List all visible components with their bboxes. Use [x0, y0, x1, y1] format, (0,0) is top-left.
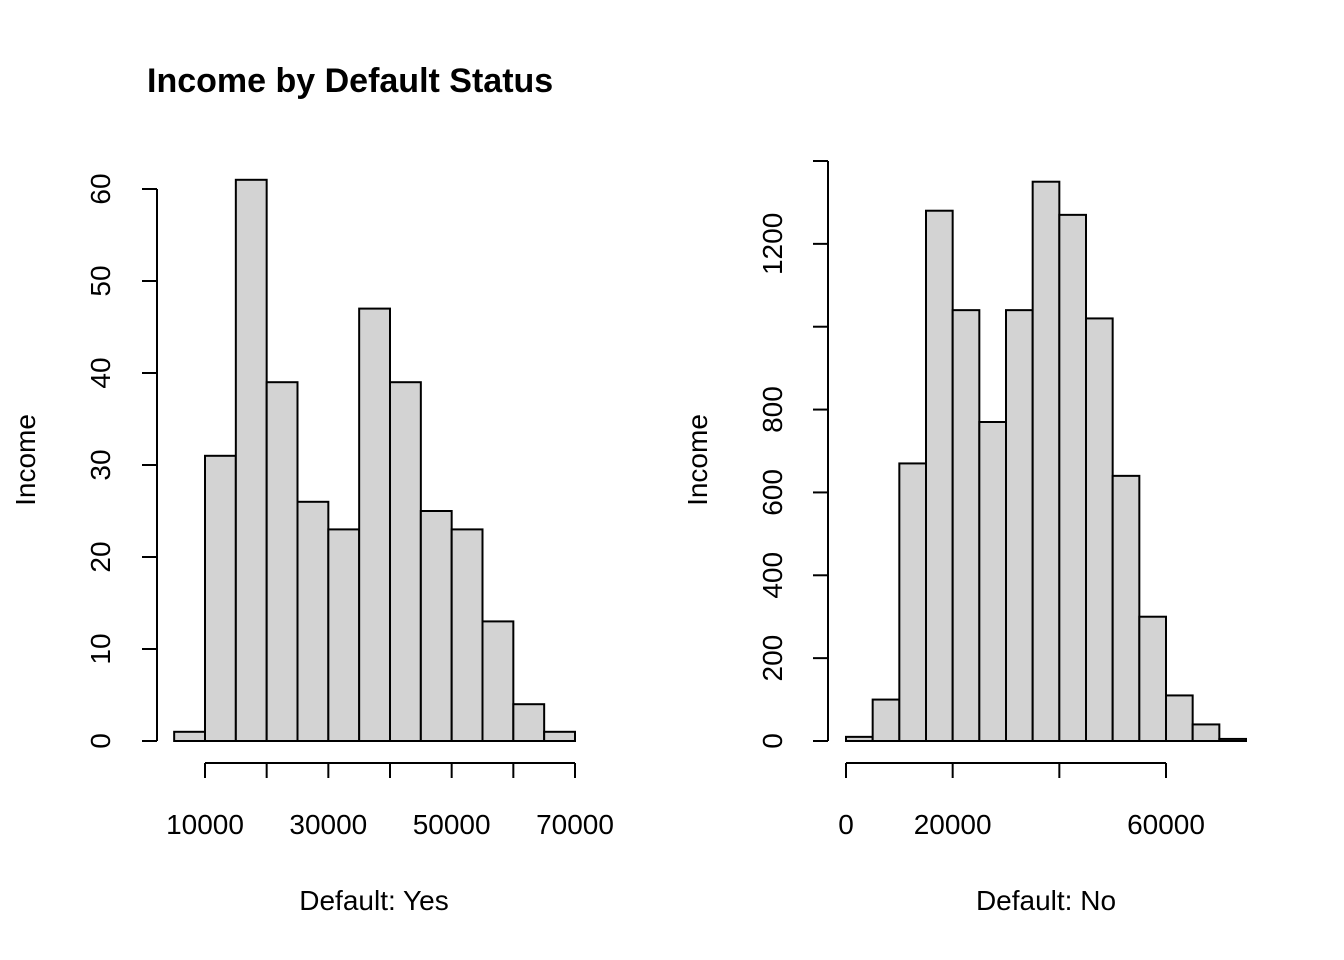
- histogram-bar: [871, 698, 901, 742]
- x-axis-label: Default: Yes: [299, 885, 448, 916]
- histogram-default-yes: 0 10 20 30 40 50 60 10000 30000 50000 70000 Default…: [10, 173, 614, 916]
- y-tick-label: 400: [757, 552, 788, 599]
- y-axis-label: Income: [10, 414, 41, 506]
- histogram-bar: [1165, 694, 1194, 743]
- x-tick-label: 70000: [536, 809, 614, 840]
- x-tick-label: 10000: [166, 809, 244, 840]
- histogram-bar: [1111, 474, 1141, 742]
- histogram-bar: [925, 209, 954, 742]
- histogram-bar: [1005, 309, 1034, 742]
- histogram-bar: [296, 500, 330, 742]
- histogram-bar: [1085, 317, 1114, 742]
- y-tick-label: 0: [757, 733, 788, 749]
- y-tick-label: 0: [85, 733, 116, 749]
- y-tick-label: 600: [757, 469, 788, 516]
- chart-title: Income by Default Status: [147, 62, 553, 100]
- x-tick-label: 50000: [413, 809, 491, 840]
- x-axis-label: Default: No: [976, 885, 1116, 916]
- histogram-bar: [1138, 615, 1168, 743]
- histogram-bar: [1191, 723, 1221, 743]
- histogram-bar: [234, 178, 268, 743]
- y-tick-label: 40: [85, 357, 116, 388]
- histogram-bar: [204, 454, 237, 742]
- y-tick-label: 800: [757, 386, 788, 433]
- histogram-bar: [481, 620, 515, 743]
- y-tick-label: 1200: [757, 213, 788, 275]
- histogram-bar: [898, 462, 927, 742]
- x-tick-label: 60000: [1127, 809, 1205, 840]
- histogram-bar: [951, 309, 981, 742]
- histogram-bar: [1031, 180, 1061, 742]
- y-tick-label: 60: [85, 173, 116, 204]
- x-tick-label: 30000: [289, 809, 367, 840]
- y-tick-label: 50: [85, 265, 116, 296]
- y-tick-label: 20: [85, 541, 116, 572]
- histogram-bar: [419, 510, 453, 742]
- y-tick-label: 30: [85, 449, 116, 480]
- histogram-bar: [173, 730, 207, 742]
- histogram-bar: [327, 528, 361, 743]
- histogram-default-no: 0 200 400 600 800 1200 0 20000 60000 Default: No I…: [682, 160, 1248, 916]
- x-tick-label: 20000: [914, 809, 992, 840]
- x-tick-label: 0: [838, 809, 854, 840]
- histogram-bar: [1218, 737, 1248, 743]
- histogram-bar: [389, 381, 422, 742]
- y-tick-label: 200: [757, 635, 788, 682]
- histogram-bar: [358, 307, 391, 742]
- histogram-bar: [1058, 213, 1088, 743]
- histogram-bar: [265, 381, 299, 742]
- histogram-bar: [512, 703, 546, 743]
- y-tick-label: 10: [85, 633, 116, 664]
- y-axis-label: Income: [682, 414, 713, 506]
- histogram-bar: [543, 730, 577, 742]
- histogram-bar: [845, 735, 874, 742]
- histogram-bar: [978, 421, 1007, 742]
- histogram-bar: [450, 528, 484, 743]
